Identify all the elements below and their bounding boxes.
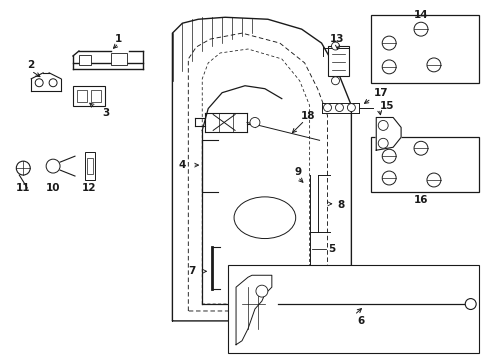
Circle shape [382,149,395,163]
Circle shape [426,58,440,72]
Circle shape [331,77,339,85]
Bar [91,90,101,102]
Circle shape [382,171,395,185]
Text: 12: 12 [81,183,96,193]
Text: 14: 14 [413,10,427,20]
Text: 3: 3 [102,108,109,117]
Circle shape [382,36,395,50]
Text: 2: 2 [27,60,35,70]
Bar [227,265,478,353]
Circle shape [323,104,331,112]
Text: 6: 6 [357,316,364,326]
Circle shape [16,161,30,175]
Bar [111,53,126,65]
Bar [370,15,478,83]
Circle shape [413,141,427,155]
Bar [73,86,104,105]
Text: 13: 13 [329,34,344,44]
Bar [77,90,87,102]
Text: 15: 15 [379,100,394,111]
Text: 16: 16 [413,195,427,205]
Circle shape [255,285,267,297]
Circle shape [331,42,339,50]
Text: 5: 5 [327,244,334,255]
Ellipse shape [234,197,295,239]
Circle shape [464,298,475,310]
Text: 7: 7 [188,266,196,276]
Circle shape [377,121,387,130]
Bar [85,152,95,180]
Circle shape [35,79,43,87]
Polygon shape [375,117,400,150]
Bar [79,55,91,65]
Circle shape [382,60,395,74]
Bar [327,46,349,76]
Circle shape [377,138,387,148]
Circle shape [346,104,355,112]
Bar [87,158,93,174]
Circle shape [49,79,57,87]
Circle shape [413,22,427,36]
Circle shape [249,117,260,127]
Bar [370,137,478,192]
Text: 17: 17 [373,88,388,98]
Text: 11: 11 [16,183,30,193]
Circle shape [426,173,440,187]
Circle shape [335,104,343,112]
Text: 4: 4 [178,160,185,170]
Circle shape [46,159,60,173]
Text: 18: 18 [300,111,314,121]
Polygon shape [236,275,271,345]
Text: 8: 8 [337,200,345,210]
Text: 9: 9 [294,167,301,177]
Text: 1: 1 [115,34,122,44]
Text: 10: 10 [46,183,60,193]
